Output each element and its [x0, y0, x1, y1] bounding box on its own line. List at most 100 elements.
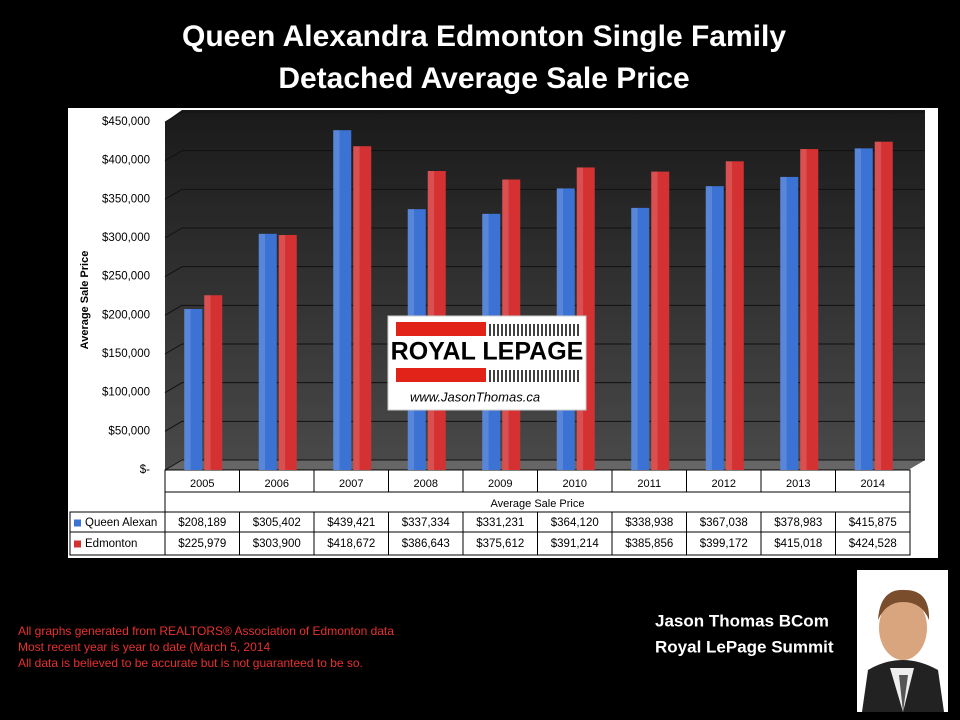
table-cell: $364,120 [551, 517, 599, 529]
x-tick-label: 2013 [786, 478, 810, 490]
table-cell: $386,643 [402, 538, 450, 550]
table-cell: $391,214 [551, 538, 600, 550]
bar-highlight [780, 176, 787, 471]
bar-highlight [258, 233, 266, 470]
title-line: Queen Alexandra Edmonton Single Family [182, 20, 786, 53]
bar [651, 171, 670, 471]
y-tick-label: $50,000 [108, 425, 150, 437]
plot: $- $50,000 $100,000 $150,000 $200,000 $250,00… [69, 111, 925, 556]
table-cell: $225,979 [178, 538, 226, 550]
bar-highlight [800, 149, 807, 471]
legend-swatch [74, 519, 81, 527]
logo-stripe [396, 368, 486, 382]
bar-highlight [651, 171, 658, 471]
bar-highlight [353, 146, 360, 470]
bar [780, 176, 799, 471]
y-tick-label: $- [140, 464, 150, 476]
table-cell: $337,334 [402, 517, 451, 529]
x-tick-label: 2005 [190, 478, 214, 490]
x-tick-label: 2007 [339, 478, 363, 490]
bar-highlight [705, 186, 713, 470]
bar-highlight [874, 141, 882, 470]
logo: ROYAL LEPAGE www.JasonThomas.ca [387, 315, 587, 411]
grid-line [164, 382, 183, 394]
bar [854, 148, 873, 470]
logo-brand: ROYAL LEPAGE [391, 338, 584, 366]
x-tick-label: 2012 [712, 478, 736, 490]
x-tick-label: 2011 [637, 478, 661, 490]
table-cell: $208,189 [178, 517, 226, 529]
table-cell: $378,983 [774, 517, 822, 529]
table-cell: $385,856 [625, 538, 673, 550]
y-tick-label: $350,000 [102, 193, 150, 205]
signature: Royal LePage Summit [655, 637, 834, 656]
table-cell: $331,231 [476, 517, 524, 529]
table-cell: $418,672 [327, 538, 375, 550]
bar [333, 130, 352, 470]
grid-line [164, 266, 183, 278]
grid-line [164, 188, 183, 200]
bar-highlight [725, 161, 733, 470]
bar [184, 309, 203, 470]
x-tick-label: 2006 [265, 478, 289, 490]
title-line: Detached Average Sale Price [278, 62, 689, 95]
y-tick-label: $150,000 [102, 348, 150, 360]
footnote: Most recent year is year to date (March … [18, 640, 270, 654]
bar [874, 141, 893, 470]
photo-face [879, 596, 927, 660]
bar-highlight [631, 207, 638, 470]
table-cell: $303,900 [253, 538, 301, 550]
signature: Jason Thomas BCom [655, 611, 829, 630]
table-cell: $415,875 [849, 517, 897, 529]
legend-label: Edmonton [85, 538, 137, 550]
y-axis-label: Average Sale Price [79, 251, 91, 350]
x-tick-label: 2008 [414, 478, 438, 490]
legend-swatch [74, 540, 81, 548]
table-cell: $305,402 [253, 517, 301, 529]
bar [725, 161, 744, 470]
bar [204, 295, 223, 470]
photo-tie [899, 675, 908, 712]
logo-url: www.JasonThomas.ca [410, 389, 540, 404]
bar-highlight [204, 295, 211, 470]
grid-line [164, 227, 183, 239]
footnote: All graphs generated from REALTORS® Asso… [18, 624, 394, 638]
bar-highlight [854, 148, 862, 470]
bar-highlight [333, 130, 340, 470]
table-cell: $338,938 [625, 517, 673, 529]
table-cell: $367,038 [700, 517, 748, 529]
photo-hair [878, 589, 930, 620]
bar [705, 186, 724, 470]
bar [278, 234, 297, 470]
logo-stripe [396, 322, 486, 336]
footnote: All data is believed to be accurate but … [18, 656, 363, 670]
x-tick-label: 2010 [563, 478, 587, 490]
x-tick-label: 2009 [488, 478, 512, 490]
table-cell: $439,421 [327, 517, 375, 529]
bar-highlight [184, 309, 191, 470]
y-tick-label: $250,000 [102, 271, 150, 283]
y-tick-label: $400,000 [102, 155, 150, 167]
grid-line [164, 111, 183, 123]
x-axis-label: Average Sale Price [491, 498, 585, 510]
x-tick-label: 2014 [861, 478, 885, 490]
grid-line [164, 420, 183, 432]
table-cell: $375,612 [476, 538, 524, 550]
legend-label: Queen Alexan [85, 517, 157, 529]
grid-line [164, 343, 183, 355]
y-tick-label: $100,000 [102, 387, 150, 399]
grid-line [164, 150, 183, 162]
bar [631, 207, 650, 470]
bar-highlight [278, 234, 286, 470]
table-frame [69, 511, 911, 556]
y-tick-label: $450,000 [102, 116, 150, 128]
y-tick-label: $300,000 [102, 232, 150, 244]
logo-barcode [489, 324, 579, 382]
bar [800, 149, 819, 471]
portrait [857, 570, 948, 712]
grid-line [164, 459, 183, 471]
grid-line [164, 304, 183, 316]
bar [353, 146, 372, 470]
table-cell: $415,018 [774, 538, 822, 550]
